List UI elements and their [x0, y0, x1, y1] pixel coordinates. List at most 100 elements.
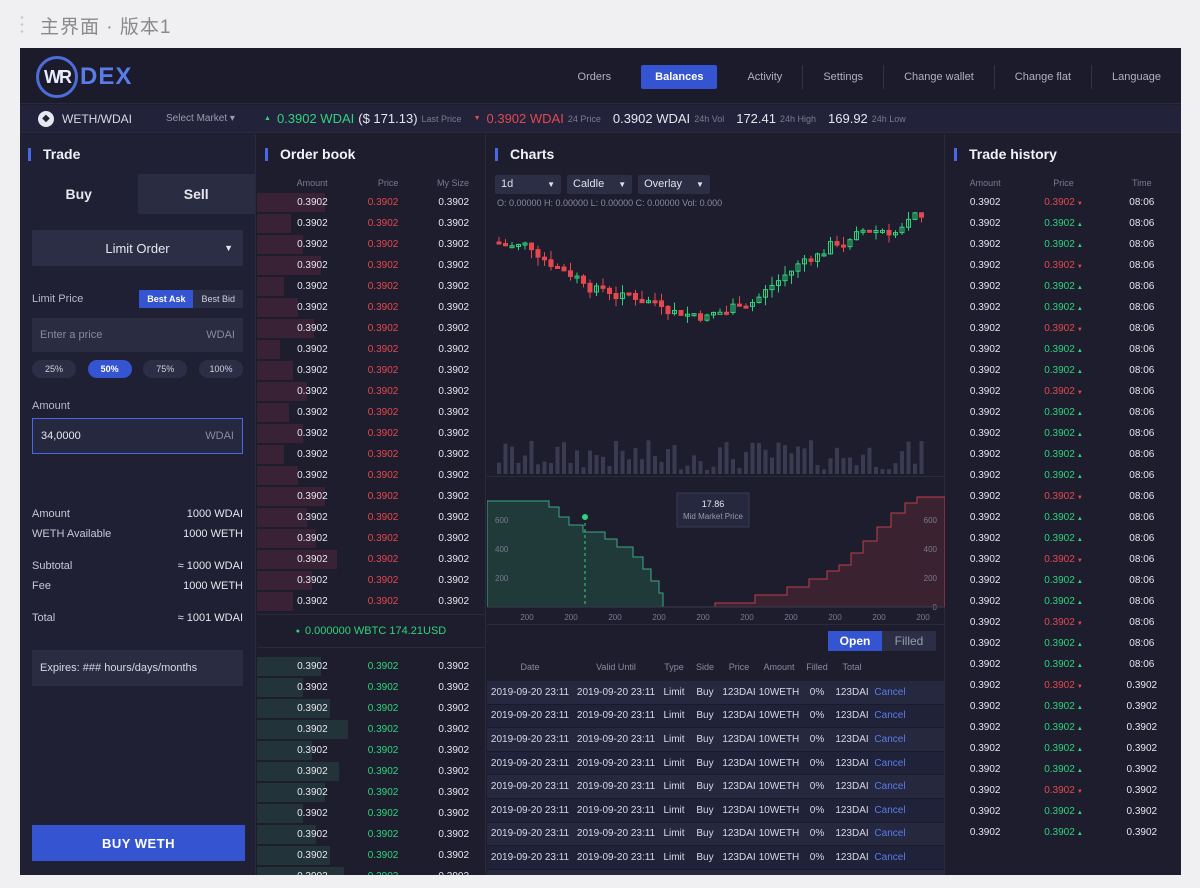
amount-label: Amount	[32, 400, 70, 412]
buy-weth-button[interactable]: BUY WETH	[32, 825, 245, 861]
overlay-dropdown[interactable]: Overlay ▼	[638, 174, 710, 194]
history-row: 0.3902 0.3902 ▲ 08:06	[946, 444, 1181, 465]
tab-sell[interactable]: Sell	[137, 174, 255, 214]
nav-activity[interactable]: Activity	[747, 71, 783, 83]
ask-row[interactable]: 0.3902 0.3902 0.3902	[257, 360, 485, 381]
logo[interactable]: WR DEX	[36, 56, 132, 98]
order-cell: 0%	[809, 851, 825, 863]
summary-value: 1000 WETH	[183, 528, 243, 540]
last-price-usd: ($ 171.13)	[358, 111, 418, 126]
price-input[interactable]: Enter a price WDAI	[32, 318, 243, 352]
nav-balances[interactable]: Balances	[641, 65, 718, 89]
candle-body	[561, 266, 567, 272]
cancel-button[interactable]: Cancel	[874, 757, 906, 769]
chart-type-dropdown[interactable]: Caldle ▼	[567, 174, 633, 194]
ask-row[interactable]: 0.3902 0.3902 0.3902	[257, 318, 485, 339]
cancel-button[interactable]: Cancel	[874, 828, 906, 840]
ask-row[interactable]: 0.3902 0.3902 0.3902	[257, 402, 485, 423]
nav-language[interactable]: Language	[1091, 65, 1181, 89]
cancel-button[interactable]: Cancel	[874, 710, 906, 722]
ask-row[interactable]: 0.3902 0.3902 0.3902	[257, 213, 485, 234]
tab-filled[interactable]: Filled	[882, 631, 936, 651]
percent-50[interactable]: 50%	[87, 360, 132, 378]
select-market-dropdown[interactable]: Select Market ▾	[166, 113, 264, 124]
tab-open[interactable]: Open	[828, 631, 882, 651]
interval-dropdown[interactable]: 1d ▼	[495, 174, 561, 194]
ask-row[interactable]: 0.3902 0.3902 0.3902	[257, 549, 485, 570]
amount-cell: 0.3902	[297, 575, 328, 586]
time-cell: 08:06	[1129, 428, 1155, 439]
ask-row[interactable]: 0.3902 0.3902 0.3902	[257, 570, 485, 591]
ask-row[interactable]: 0.3902 0.3902 0.3902	[257, 339, 485, 360]
order-cell: 2019-09-20 23:11	[490, 686, 570, 698]
y-tick-label: 400	[495, 545, 509, 554]
cancel-button[interactable]: Cancel	[874, 733, 906, 745]
order-cell: 123DAI	[835, 710, 869, 722]
drag-handle-icon[interactable]	[20, 14, 24, 36]
amount-input[interactable]: 34,0000 WDAI	[32, 418, 243, 454]
ask-row[interactable]: 0.3902 0.3902 0.3902	[257, 255, 485, 276]
ask-row[interactable]: 0.3902 0.3902 0.3902	[257, 276, 485, 297]
cancel-button[interactable]: Cancel	[874, 781, 906, 793]
nav-orders[interactable]: Orders	[577, 71, 612, 83]
ask-row[interactable]: 0.3902 0.3902 0.3902	[257, 297, 485, 318]
history-row: 0.3902 0.3902 ▲ 0.3902	[946, 801, 1181, 822]
ask-row[interactable]: 0.3902 0.3902 0.3902	[257, 423, 485, 444]
ask-row[interactable]: 0.3902 0.3902 0.3902	[257, 381, 485, 402]
ask-row[interactable]: 0.3902 0.3902 0.3902	[257, 486, 485, 507]
tab-buy[interactable]: Buy	[20, 174, 138, 214]
cancel-button[interactable]: Cancel	[874, 851, 906, 863]
down-arrow-icon: ▼	[1076, 789, 1083, 795]
candlestick-chart[interactable]	[487, 212, 945, 476]
order-type-dropdown[interactable]: Limit Order ▼	[32, 230, 243, 266]
ask-row[interactable]: 0.3902 0.3902 0.3902	[257, 192, 485, 213]
ask-row[interactable]: 0.3902 0.3902 0.3902	[257, 591, 485, 612]
nav-settings[interactable]: Settings	[802, 65, 883, 89]
order-cell: 10WETH	[758, 828, 800, 840]
ask-row[interactable]: 0.3902 0.3902 0.3902	[257, 507, 485, 528]
expires-field[interactable]: Expires: ### hours/days/months	[32, 650, 243, 686]
ask-row[interactable]: 0.3902 0.3902 0.3902	[257, 465, 485, 486]
volume-bar	[601, 456, 605, 474]
price-cell: 0.3902	[367, 596, 399, 607]
x-tick-label: 200	[608, 613, 622, 622]
ask-row[interactable]: 0.3902 0.3902 0.3902	[257, 444, 485, 465]
history-row: 0.3902 0.3902 ▲ 0.3902	[946, 696, 1181, 717]
best-bid-button[interactable]: Best Bid	[193, 290, 243, 308]
candle-body	[555, 265, 560, 269]
order-cell: 2019-09-20 23:11	[576, 710, 656, 722]
price-cell: 0.3902	[367, 218, 399, 229]
cancel-button[interactable]: Cancel	[874, 686, 906, 698]
price-value: 0.3902	[1044, 239, 1075, 250]
amount-cell: 0.3902	[297, 218, 328, 229]
price-cell: 0.3902 ▲	[1024, 743, 1102, 754]
candle-body	[587, 282, 593, 293]
percent-100[interactable]: 100%	[198, 360, 243, 378]
nav-change-wallet[interactable]: Change wallet	[883, 65, 994, 89]
candle-body	[620, 292, 625, 300]
percent-25[interactable]: 25%	[32, 360, 76, 378]
order-cell: 10WETH	[758, 781, 800, 793]
cancel-button[interactable]: Cancel	[874, 804, 906, 816]
best-ask-button[interactable]: Best Ask	[139, 290, 194, 308]
ask-row[interactable]: 0.3902 0.3902 0.3902	[257, 234, 485, 255]
market-pair[interactable]: ◆ WETH/WDAI	[38, 110, 166, 127]
percent-75[interactable]: 75%	[143, 360, 188, 378]
column-header: Filled	[806, 662, 828, 672]
nav-change-flat[interactable]: Change flat	[993, 65, 1091, 89]
ask-row[interactable]: 0.3902 0.3902 0.3902	[257, 528, 485, 549]
column-header: Price	[728, 662, 750, 672]
size-cell: 0.3902	[438, 281, 470, 292]
